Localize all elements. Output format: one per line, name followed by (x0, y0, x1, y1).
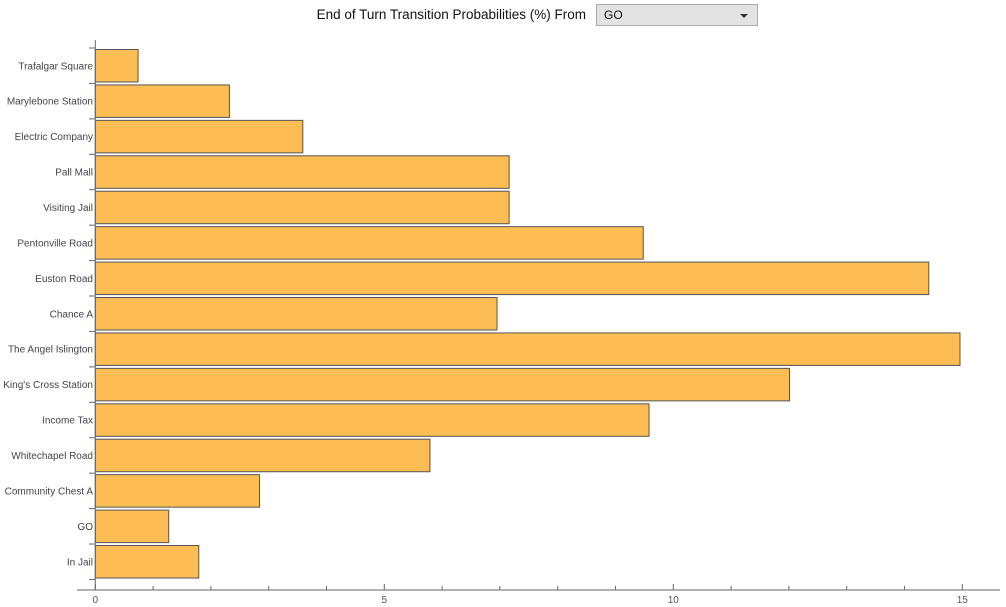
category-label: Pentonville Road (17, 238, 93, 249)
category-label: Euston Road (35, 274, 93, 285)
x-tick-label: 10 (668, 595, 680, 606)
category-label: In Jail (67, 557, 93, 568)
bar (94, 545, 200, 579)
bar (94, 297, 498, 331)
category-label: The Angel Islington (8, 345, 93, 356)
bar (94, 190, 510, 225)
category-label: Trafalgar Square (18, 61, 93, 72)
category-label: Pall Mall (55, 168, 93, 179)
category-label: Electric Company (15, 132, 93, 143)
bar (94, 49, 139, 83)
category-label: GO (77, 522, 93, 533)
bar (94, 155, 510, 189)
bar (94, 261, 930, 296)
from-space-dropdown[interactable]: GO (596, 4, 758, 26)
chevron-down-icon (740, 14, 748, 18)
bar (94, 332, 961, 366)
category-label: King's Cross Station (3, 380, 93, 391)
chart-title: End of Turn Transition Probabilities (%)… (316, 7, 586, 22)
bar (94, 367, 790, 402)
category-label: Chance A (50, 309, 94, 320)
category-label: Income Tax (42, 416, 93, 427)
bar (94, 438, 431, 473)
bar (94, 474, 260, 508)
bar (94, 509, 170, 544)
x-tick-label: 15 (957, 595, 969, 606)
bar (94, 226, 644, 260)
category-label: Whitechapel Road (11, 451, 93, 462)
dropdown-selected-value: GO (604, 8, 623, 22)
category-label: Visiting Jail (43, 203, 93, 214)
category-label: Marylebone Station (7, 97, 93, 108)
bar (94, 84, 230, 118)
x-tick-label: 0 (93, 595, 99, 606)
x-tick-label: 5 (382, 595, 388, 606)
chart-header: End of Turn Transition Probabilities (%)… (0, 2, 1006, 28)
bar (94, 119, 304, 154)
category-label: Community Chest A (5, 486, 94, 497)
bar (94, 403, 650, 437)
